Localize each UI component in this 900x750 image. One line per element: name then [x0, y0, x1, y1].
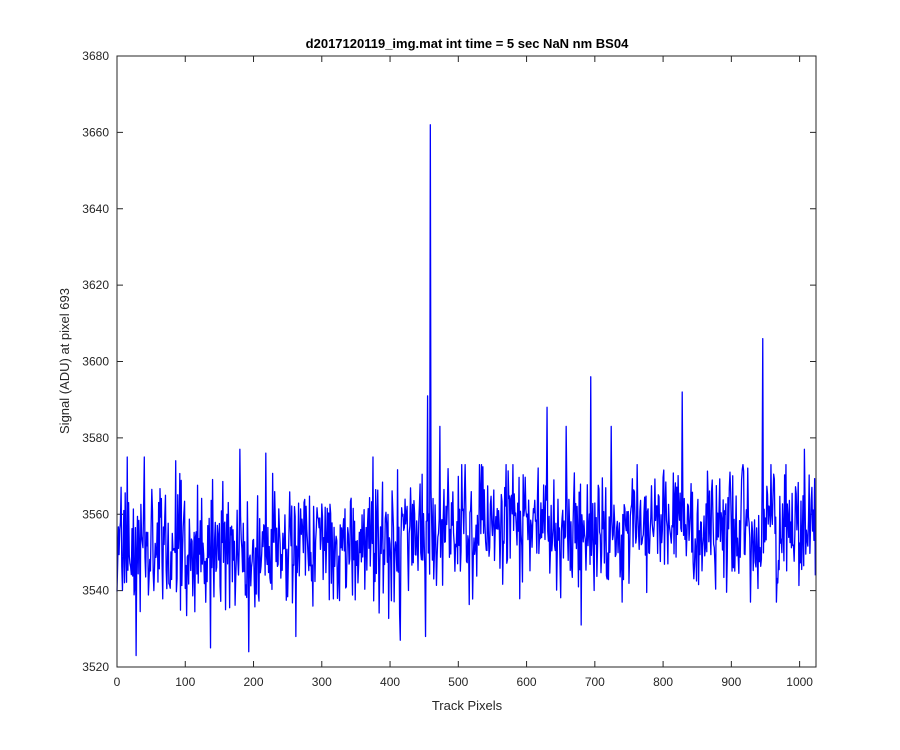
- y-tick-label: 3560: [82, 507, 109, 521]
- y-tick-label: 3540: [82, 584, 109, 598]
- y-tick-label: 3620: [82, 278, 109, 292]
- y-tick-label: 3580: [82, 431, 109, 445]
- x-tick-label: 500: [448, 675, 468, 689]
- x-axis-ticks: 0 100 200 300 400 500 600 700 800 900 1000: [114, 56, 813, 689]
- y-tick-label: 3600: [82, 355, 109, 369]
- x-tick-label: 400: [380, 675, 400, 689]
- y-axis-ticks: 3520 3540 3560 3580 3600 3620 3640 3660 3680: [82, 49, 816, 674]
- x-tick-label: 1000: [786, 675, 813, 689]
- y-tick-label: 3660: [82, 125, 109, 139]
- x-tick-label: 300: [312, 675, 332, 689]
- y-tick-label: 3640: [82, 202, 109, 216]
- y-tick-label: 3680: [82, 49, 109, 63]
- x-tick-label: 900: [721, 675, 741, 689]
- x-tick-label: 200: [244, 675, 264, 689]
- y-tick-label: 3520: [82, 660, 109, 674]
- chart-title: d2017120119_img.mat int time = 5 sec NaN…: [306, 36, 629, 51]
- x-tick-label: 700: [585, 675, 605, 689]
- x-axis-title: Track Pixels: [432, 698, 503, 713]
- x-tick-label: 0: [114, 675, 121, 689]
- series-line: [116, 124, 816, 657]
- x-tick-label: 800: [653, 675, 673, 689]
- x-tick-label: 100: [175, 675, 195, 689]
- plot-area-background: [117, 56, 816, 667]
- x-tick-label: 600: [517, 675, 537, 689]
- y-axis-title: Signal (ADU) at pixel 693: [57, 288, 72, 434]
- plot-area-border: [116, 55, 817, 668]
